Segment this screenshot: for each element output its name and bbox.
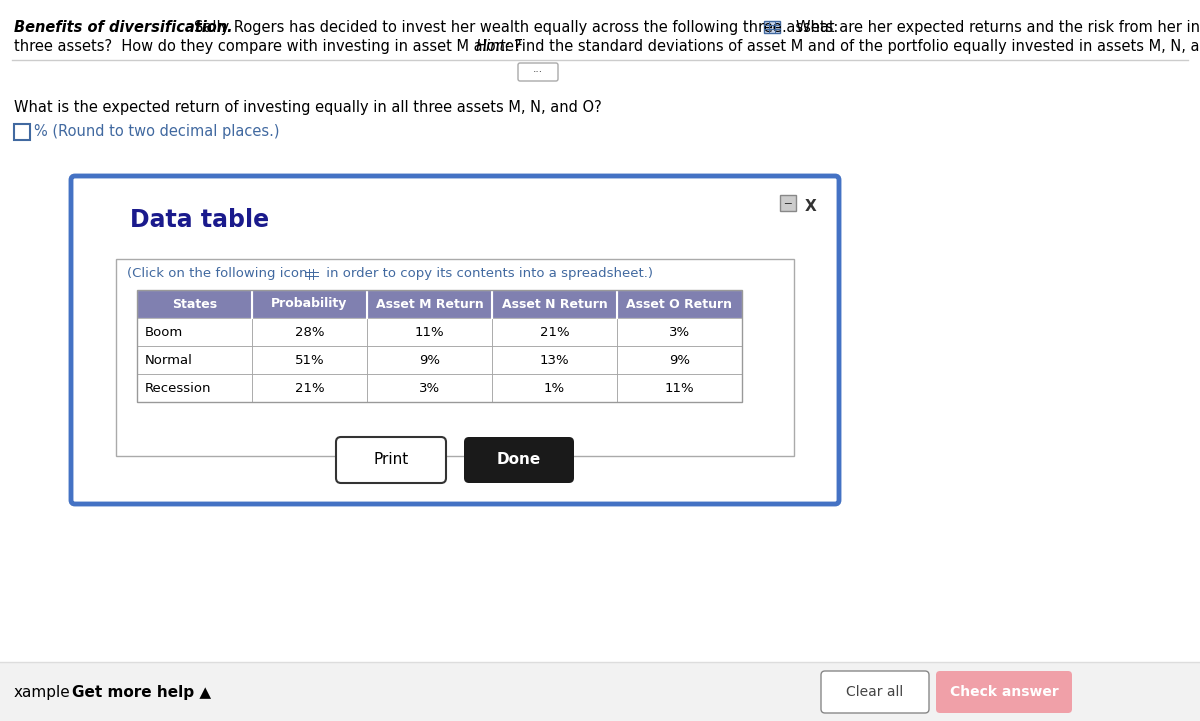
FancyBboxPatch shape — [617, 290, 742, 318]
Text: Normal: Normal — [145, 353, 193, 366]
FancyBboxPatch shape — [492, 374, 617, 402]
Bar — [0, 662, 1200, 721]
FancyBboxPatch shape — [518, 63, 558, 81]
Text: Asset M Return: Asset M Return — [376, 298, 484, 311]
Text: Get more help ▲: Get more help ▲ — [72, 684, 211, 699]
FancyBboxPatch shape — [137, 346, 252, 374]
FancyBboxPatch shape — [71, 176, 839, 504]
FancyBboxPatch shape — [137, 318, 252, 346]
Text: States: States — [172, 298, 217, 311]
Text: 13%: 13% — [540, 353, 569, 366]
FancyBboxPatch shape — [367, 290, 492, 318]
FancyBboxPatch shape — [367, 346, 492, 374]
Text: Clear all: Clear all — [846, 685, 904, 699]
Text: in order to copy its contents into a spreadsheet.): in order to copy its contents into a spr… — [322, 267, 653, 280]
Text: 51%: 51% — [295, 353, 324, 366]
Text: (Click on the following icon: (Click on the following icon — [127, 267, 307, 280]
FancyBboxPatch shape — [492, 346, 617, 374]
Text: What is the expected return of investing equally in all three assets M, N, and O: What is the expected return of investing… — [14, 100, 601, 115]
Text: 11%: 11% — [415, 325, 444, 338]
Text: 1%: 1% — [544, 381, 565, 394]
Text: Boom: Boom — [145, 325, 184, 338]
Text: 3%: 3% — [668, 325, 690, 338]
FancyBboxPatch shape — [764, 21, 780, 33]
FancyBboxPatch shape — [464, 437, 574, 483]
Text: 28%: 28% — [295, 325, 324, 338]
Text: three assets?  How do they compare with investing in asset M alone?: three assets? How do they compare with i… — [14, 39, 530, 54]
Text: Check answer: Check answer — [949, 685, 1058, 699]
FancyBboxPatch shape — [13, 123, 30, 139]
FancyBboxPatch shape — [936, 671, 1072, 713]
Text: Hint:: Hint: — [476, 39, 511, 54]
Text: Recession: Recession — [145, 381, 211, 394]
FancyBboxPatch shape — [821, 671, 929, 713]
Text: ···: ··· — [533, 67, 544, 77]
FancyBboxPatch shape — [492, 290, 617, 318]
FancyBboxPatch shape — [367, 318, 492, 346]
Text: 9%: 9% — [419, 353, 440, 366]
FancyBboxPatch shape — [116, 259, 794, 456]
FancyBboxPatch shape — [336, 437, 446, 483]
Text: Print: Print — [373, 453, 409, 467]
Text: 9%: 9% — [670, 353, 690, 366]
FancyBboxPatch shape — [305, 269, 318, 279]
Text: xample: xample — [14, 684, 71, 699]
FancyBboxPatch shape — [252, 374, 367, 402]
Text: Probability: Probability — [271, 298, 348, 311]
Text: Asset N Return: Asset N Return — [502, 298, 607, 311]
FancyBboxPatch shape — [492, 318, 617, 346]
Text: .  What are her expected returns and the risk from her investment in the: . What are her expected returns and the … — [782, 20, 1200, 35]
Text: 11%: 11% — [665, 381, 695, 394]
Text: X: X — [805, 199, 817, 214]
Text: ─: ─ — [785, 198, 791, 208]
Text: % (Round to two decimal places.): % (Round to two decimal places.) — [34, 124, 280, 139]
Text: Done: Done — [497, 453, 541, 467]
Text: Sally Rogers has decided to invest her wealth equally across the following three: Sally Rogers has decided to invest her w… — [194, 20, 839, 35]
Text: Data table: Data table — [130, 208, 269, 232]
Text: 21%: 21% — [295, 381, 324, 394]
FancyBboxPatch shape — [252, 346, 367, 374]
FancyBboxPatch shape — [252, 318, 367, 346]
Text: Benefits of diversification.: Benefits of diversification. — [14, 20, 233, 35]
FancyBboxPatch shape — [617, 318, 742, 346]
FancyBboxPatch shape — [617, 346, 742, 374]
FancyBboxPatch shape — [137, 374, 252, 402]
FancyBboxPatch shape — [780, 195, 796, 211]
Text: 3%: 3% — [419, 381, 440, 394]
FancyBboxPatch shape — [252, 290, 367, 318]
FancyBboxPatch shape — [137, 290, 252, 318]
Text: Find the standard deviations of asset M and of the portfolio equally invested in: Find the standard deviations of asset M … — [510, 39, 1200, 54]
FancyBboxPatch shape — [367, 374, 492, 402]
FancyBboxPatch shape — [617, 374, 742, 402]
Text: Asset O Return: Asset O Return — [626, 298, 732, 311]
Text: 21%: 21% — [540, 325, 569, 338]
